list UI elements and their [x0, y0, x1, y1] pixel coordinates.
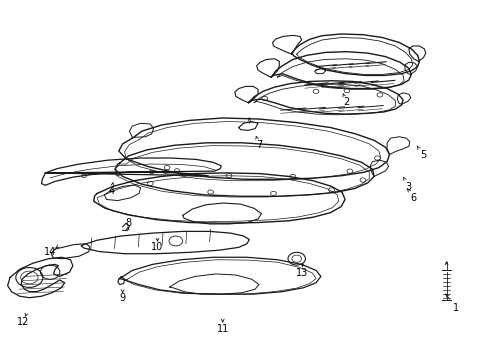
- Text: 13: 13: [296, 268, 308, 278]
- Text: 1: 1: [452, 303, 458, 313]
- Text: 3: 3: [405, 182, 411, 192]
- Text: 2: 2: [342, 97, 348, 107]
- Text: 9: 9: [120, 293, 125, 303]
- Text: 14: 14: [44, 247, 56, 257]
- Text: 7: 7: [255, 140, 262, 149]
- Text: 5: 5: [419, 150, 426, 160]
- Text: 6: 6: [410, 193, 416, 203]
- Text: 12: 12: [17, 318, 29, 328]
- Text: 8: 8: [125, 217, 131, 228]
- Text: 4: 4: [108, 186, 114, 196]
- Text: 11: 11: [216, 324, 228, 334]
- Text: 10: 10: [151, 242, 163, 252]
